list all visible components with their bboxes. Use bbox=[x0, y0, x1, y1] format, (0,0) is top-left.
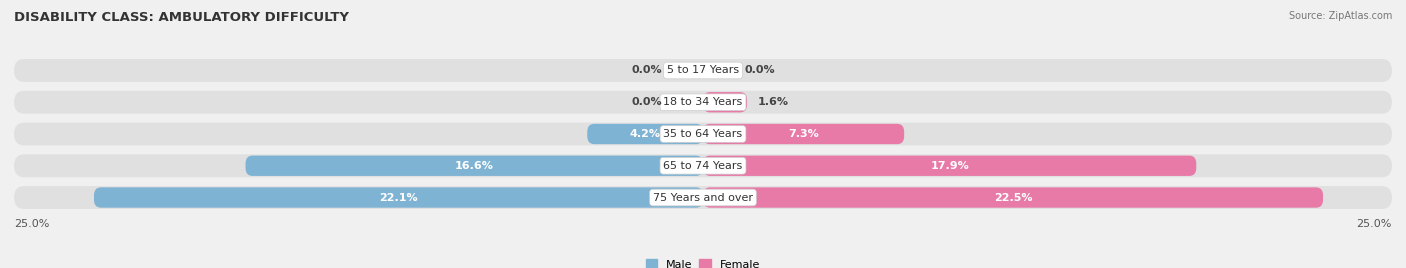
FancyBboxPatch shape bbox=[14, 154, 1392, 177]
Text: 5 to 17 Years: 5 to 17 Years bbox=[666, 65, 740, 76]
Text: 35 to 64 Years: 35 to 64 Years bbox=[664, 129, 742, 139]
Text: 0.0%: 0.0% bbox=[631, 65, 662, 76]
Text: Source: ZipAtlas.com: Source: ZipAtlas.com bbox=[1288, 11, 1392, 21]
FancyBboxPatch shape bbox=[94, 187, 703, 208]
Text: 1.6%: 1.6% bbox=[758, 97, 789, 107]
Text: 65 to 74 Years: 65 to 74 Years bbox=[664, 161, 742, 171]
Text: 7.3%: 7.3% bbox=[789, 129, 818, 139]
FancyBboxPatch shape bbox=[14, 91, 1392, 114]
Text: 4.2%: 4.2% bbox=[630, 129, 661, 139]
FancyBboxPatch shape bbox=[703, 92, 747, 112]
Text: 18 to 34 Years: 18 to 34 Years bbox=[664, 97, 742, 107]
Text: 22.5%: 22.5% bbox=[994, 192, 1032, 203]
Text: 25.0%: 25.0% bbox=[1357, 219, 1392, 229]
Text: 0.0%: 0.0% bbox=[744, 65, 775, 76]
FancyBboxPatch shape bbox=[14, 59, 1392, 82]
Text: 25.0%: 25.0% bbox=[14, 219, 49, 229]
Text: 16.6%: 16.6% bbox=[454, 161, 494, 171]
FancyBboxPatch shape bbox=[588, 124, 703, 144]
Text: DISABILITY CLASS: AMBULATORY DIFFICULTY: DISABILITY CLASS: AMBULATORY DIFFICULTY bbox=[14, 11, 349, 24]
FancyBboxPatch shape bbox=[703, 156, 1197, 176]
FancyBboxPatch shape bbox=[703, 187, 1323, 208]
Text: 22.1%: 22.1% bbox=[380, 192, 418, 203]
Text: 75 Years and over: 75 Years and over bbox=[652, 192, 754, 203]
Text: 17.9%: 17.9% bbox=[931, 161, 969, 171]
Text: 0.0%: 0.0% bbox=[631, 97, 662, 107]
FancyBboxPatch shape bbox=[703, 124, 904, 144]
Legend: Male, Female: Male, Female bbox=[641, 255, 765, 268]
FancyBboxPatch shape bbox=[14, 122, 1392, 146]
FancyBboxPatch shape bbox=[14, 186, 1392, 209]
FancyBboxPatch shape bbox=[246, 156, 703, 176]
